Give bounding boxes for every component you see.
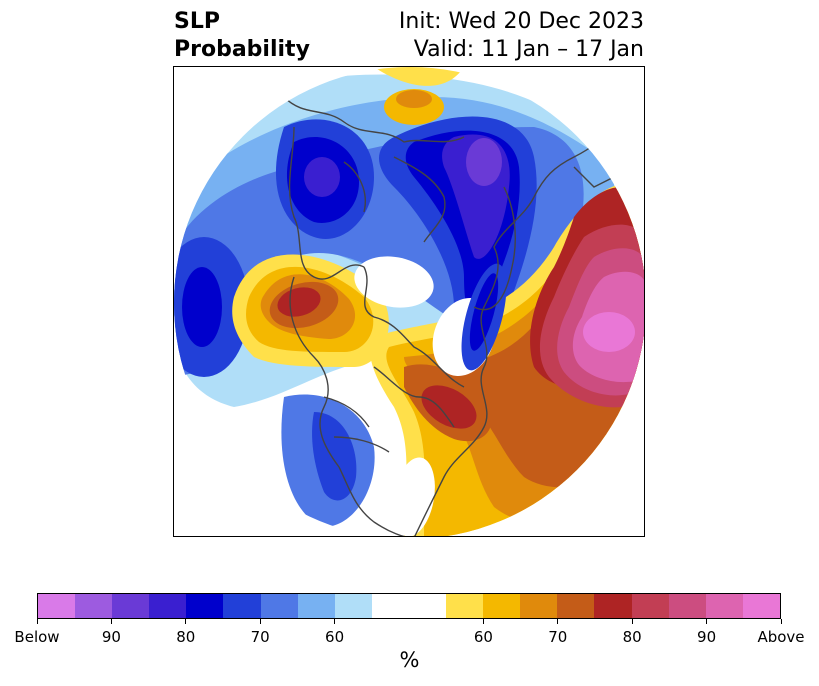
colorbar-tick <box>334 619 336 624</box>
colorbar-segment <box>112 594 150 618</box>
coastline <box>363 266 465 388</box>
coastline <box>289 276 340 468</box>
title-block-left: SLP Probability <box>174 8 310 64</box>
colorbar-segment <box>520 594 558 618</box>
colorbar-segment <box>149 594 187 618</box>
colorbar-tick-label: 90 <box>101 628 121 646</box>
below-normal-90-west <box>182 267 222 347</box>
colorbar-segment <box>38 594 76 618</box>
above-normal-90-pacific <box>277 287 321 317</box>
coastline <box>373 366 455 428</box>
coastline <box>323 396 390 453</box>
neutral-arctic-archipelago <box>354 256 434 308</box>
above-normal-80-kara <box>396 90 432 108</box>
colorbar-tick <box>36 619 38 624</box>
colorbar-segment <box>408 594 447 618</box>
colorbar-segment <box>334 594 372 618</box>
colorbar-segment <box>557 594 595 618</box>
title-block-right: Init: Wed 20 Dec 2023 Valid: 11 Jan – 17… <box>399 8 644 64</box>
coastline <box>343 161 366 213</box>
colorbar-segment <box>186 594 224 618</box>
title-variable: SLP <box>174 9 220 34</box>
colorbar-tick-label: Below <box>14 628 60 646</box>
probability-map-svg <box>174 67 644 536</box>
colorbar-segment <box>371 594 409 618</box>
colorbar-tick-label: 60 <box>473 628 493 646</box>
colorbar-segment <box>223 594 261 618</box>
colorbar-tick <box>631 619 633 624</box>
colorbar-tick-label: 60 <box>325 628 345 646</box>
coastline <box>413 366 488 536</box>
colorbar-tick <box>110 619 112 624</box>
colorbar-segment <box>594 594 632 618</box>
coastline <box>283 96 465 143</box>
colorbar-segment <box>668 594 706 618</box>
below-normal-95-siberia <box>304 157 340 197</box>
colorbar-tick-label: 70 <box>548 628 568 646</box>
colorbar-tick <box>706 619 708 624</box>
above-normal-60-kara <box>374 67 464 86</box>
colorbar-tick <box>259 619 261 624</box>
colorbar-segment <box>446 594 484 618</box>
valid-range: Valid: 11 Jan – 17 Jan <box>413 37 644 62</box>
colorbar-tick <box>557 619 559 624</box>
below-normal-99-arctic <box>466 138 502 186</box>
title-product: Probability <box>174 37 310 62</box>
coastline <box>473 186 516 311</box>
colorbar-segment <box>631 594 669 618</box>
colorbar-segment <box>705 594 743 618</box>
polar-map <box>173 66 645 537</box>
colorbar-segment <box>742 594 780 618</box>
colorbar-tick <box>780 619 782 624</box>
colorbar-tick-label: 80 <box>622 628 642 646</box>
coastline <box>338 466 415 536</box>
colorbar-tick-label: 70 <box>250 628 270 646</box>
coastline <box>288 126 365 280</box>
colorbar-segment <box>260 594 298 618</box>
colorbar-tick-label: 90 <box>697 628 717 646</box>
init-date: Init: Wed 20 Dec 2023 <box>398 9 644 34</box>
colorbar-segment <box>75 594 113 618</box>
colorbar <box>37 593 781 619</box>
above-normal-99-atlantic <box>583 312 635 352</box>
colorbar-tick-label: Above <box>757 628 805 646</box>
probability-fill-layer <box>174 67 644 536</box>
colorbar-units: % <box>399 648 420 672</box>
colorbar-tick <box>482 619 484 624</box>
colorbar-tick-label: 80 <box>176 628 196 646</box>
colorbar-segment <box>297 594 335 618</box>
coastline <box>393 156 446 243</box>
below-normal-80-westus <box>312 412 357 501</box>
above-normal-90-canada <box>421 385 477 429</box>
coastline-layer <box>178 96 635 536</box>
colorbar-segment <box>483 594 521 618</box>
colorbar-tick <box>185 619 187 624</box>
